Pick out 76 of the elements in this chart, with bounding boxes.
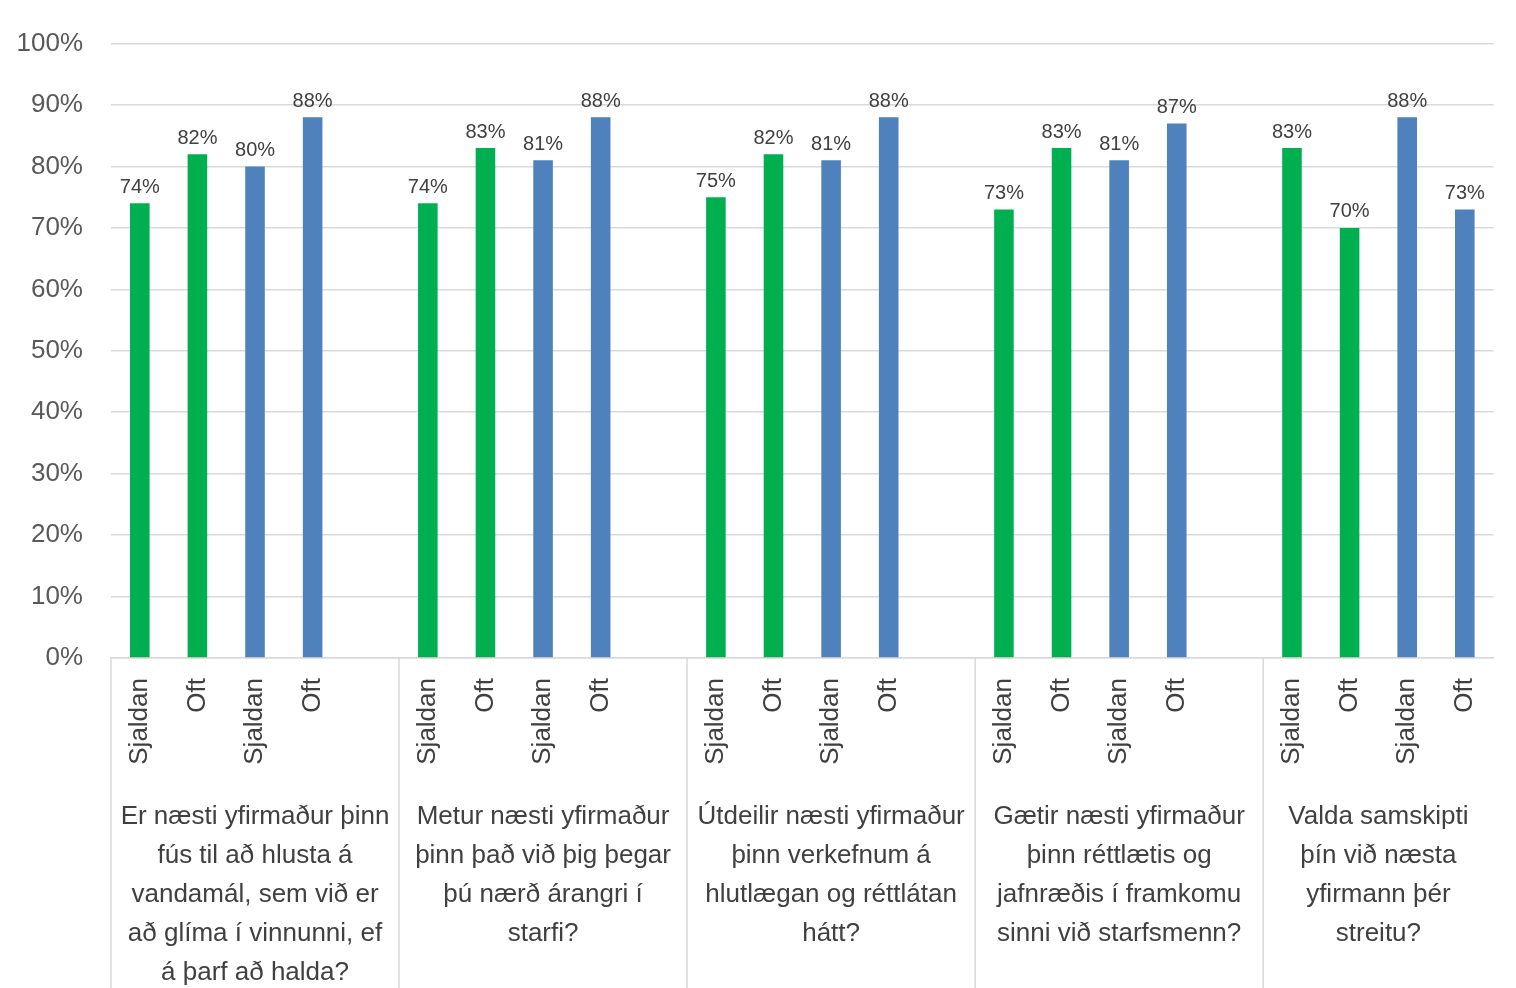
bar — [878, 117, 899, 658]
x-tick-label: Sjaldan — [814, 678, 845, 765]
x-tick-label: Sjaldan — [238, 678, 269, 765]
y-tick-label: 10% — [30, 579, 83, 610]
bar — [821, 160, 841, 658]
bar — [533, 160, 553, 658]
text: Valda samskipti þín við næsta yfirmann þér streitu? — [1288, 800, 1469, 948]
bar — [1455, 209, 1475, 658]
bar — [1051, 148, 1072, 658]
bar — [302, 117, 323, 658]
data-label: 88% — [580, 88, 621, 111]
data-label: 73% — [1444, 181, 1486, 203]
bar — [994, 209, 1014, 658]
bar — [130, 203, 150, 658]
bar — [1282, 148, 1302, 658]
bar — [590, 117, 611, 658]
data-label: 82% — [753, 125, 794, 148]
bar — [706, 197, 726, 658]
x-tick-label: Sjaldan — [987, 678, 1018, 765]
data-label: 87% — [1156, 94, 1197, 117]
data-label: 80% — [235, 138, 276, 160]
x-tick-label: Oft — [756, 677, 787, 713]
data-label: 74% — [407, 174, 449, 197]
y-tick-label: 50% — [30, 333, 83, 364]
data-label: 83% — [1271, 119, 1313, 142]
data-label: 88% — [1387, 88, 1428, 111]
y-tick-label: 20% — [30, 518, 83, 549]
bar — [763, 154, 784, 658]
bar — [245, 166, 265, 658]
text: Metur næsti yfirmaður þinn það við þig þegar þú nærð árangri í starfi? — [415, 800, 672, 948]
data-label: 83% — [465, 119, 506, 142]
text: Gætir næsti yfirmaður þinn réttlætis og jafnræðis í framkomu sinni við starfsmenn? — [993, 800, 1246, 948]
bar — [1339, 227, 1360, 658]
data-label: 88% — [292, 88, 333, 111]
x-tick-label: Oft — [583, 677, 614, 713]
text: Er næsti yfirmaður þinn fús til að hlusta á vandamál, sem við er að glíma í vinnunni, ef á þarf að halda? — [120, 800, 390, 987]
x-tick-label: Sjaldan — [1102, 678, 1133, 765]
y-tick-label: 40% — [30, 395, 83, 426]
data-label: 81% — [523, 131, 564, 154]
x-tick-label: Oft — [871, 677, 902, 713]
x-tick-label: Oft — [1447, 677, 1478, 713]
x-tick-label: Oft — [468, 677, 499, 713]
bar — [1166, 123, 1187, 658]
x-tick-label: Sjaldan — [1390, 678, 1421, 765]
data-label: 70% — [1329, 199, 1370, 222]
data-label: 75% — [695, 168, 737, 191]
bar — [418, 203, 438, 658]
bar — [475, 148, 496, 658]
x-tick-label: Oft — [180, 677, 211, 713]
bar — [187, 154, 208, 658]
x-tick-label: Sjaldan — [526, 678, 557, 765]
y-tick-label: 0% — [45, 641, 83, 672]
y-tick-label: 60% — [30, 272, 83, 303]
data-label: 88% — [868, 88, 909, 111]
data-label: 81% — [1099, 131, 1140, 154]
data-label: 81% — [811, 131, 852, 154]
x-tick-label: Oft — [1332, 677, 1363, 713]
x-tick-label: Oft — [295, 677, 326, 713]
x-tick-label: Sjaldan — [122, 678, 153, 765]
data-label: 83% — [1041, 119, 1082, 142]
y-tick-label: 80% — [30, 149, 83, 180]
y-tick-label: 90% — [30, 88, 83, 119]
y-tick-label: 100% — [16, 26, 83, 57]
data-label: 74% — [119, 174, 161, 197]
x-tick-label: Oft — [1044, 677, 1075, 713]
x-tick-label: Sjaldan — [699, 678, 730, 765]
x-tick-label: Oft — [1159, 677, 1190, 713]
y-tick-label: 30% — [30, 456, 83, 487]
x-tick-label: Sjaldan — [411, 678, 442, 765]
text: Útdeilir næsti yfirmaður þinn verkefnum á hlutlægan og réttlátan hátt? — [697, 800, 966, 948]
y-tick-label: 70% — [30, 211, 83, 242]
data-label: 73% — [983, 181, 1025, 203]
bar — [1109, 160, 1129, 658]
x-tick-label: Sjaldan — [1275, 678, 1306, 765]
bar — [1397, 117, 1417, 658]
data-label: 82% — [177, 125, 218, 148]
